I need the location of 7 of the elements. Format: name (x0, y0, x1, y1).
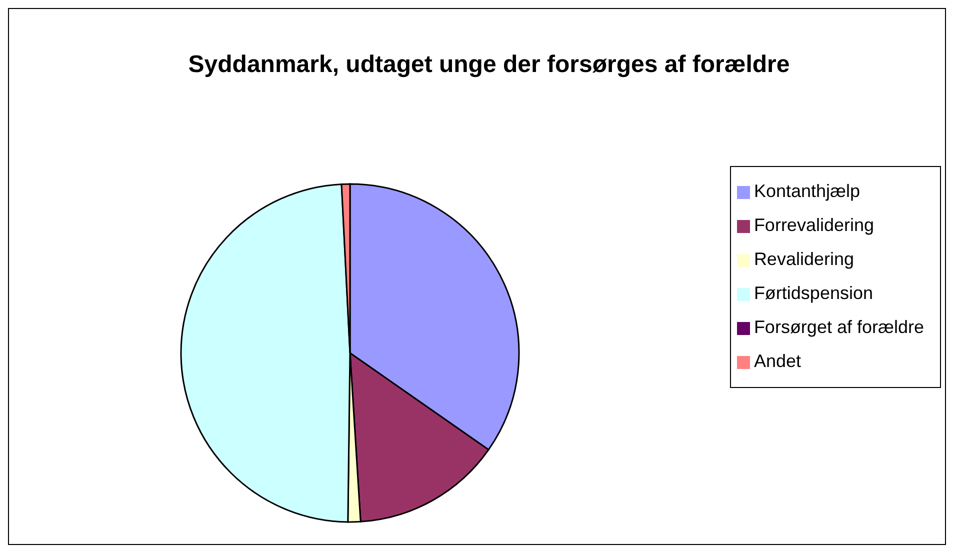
chart-title: Syddanmark, udtaget unge der forsørges af forældre (187, 50, 791, 80)
legend-label: Andet (754, 350, 801, 370)
legend-label: Førtidspension (754, 282, 873, 302)
legend-label: Kontanthjælp (754, 180, 860, 200)
legend-label: Forrevalidering (754, 214, 874, 234)
legend-label: Revalidering (754, 248, 854, 268)
legend-label: Forsørget af forældre (754, 316, 924, 336)
